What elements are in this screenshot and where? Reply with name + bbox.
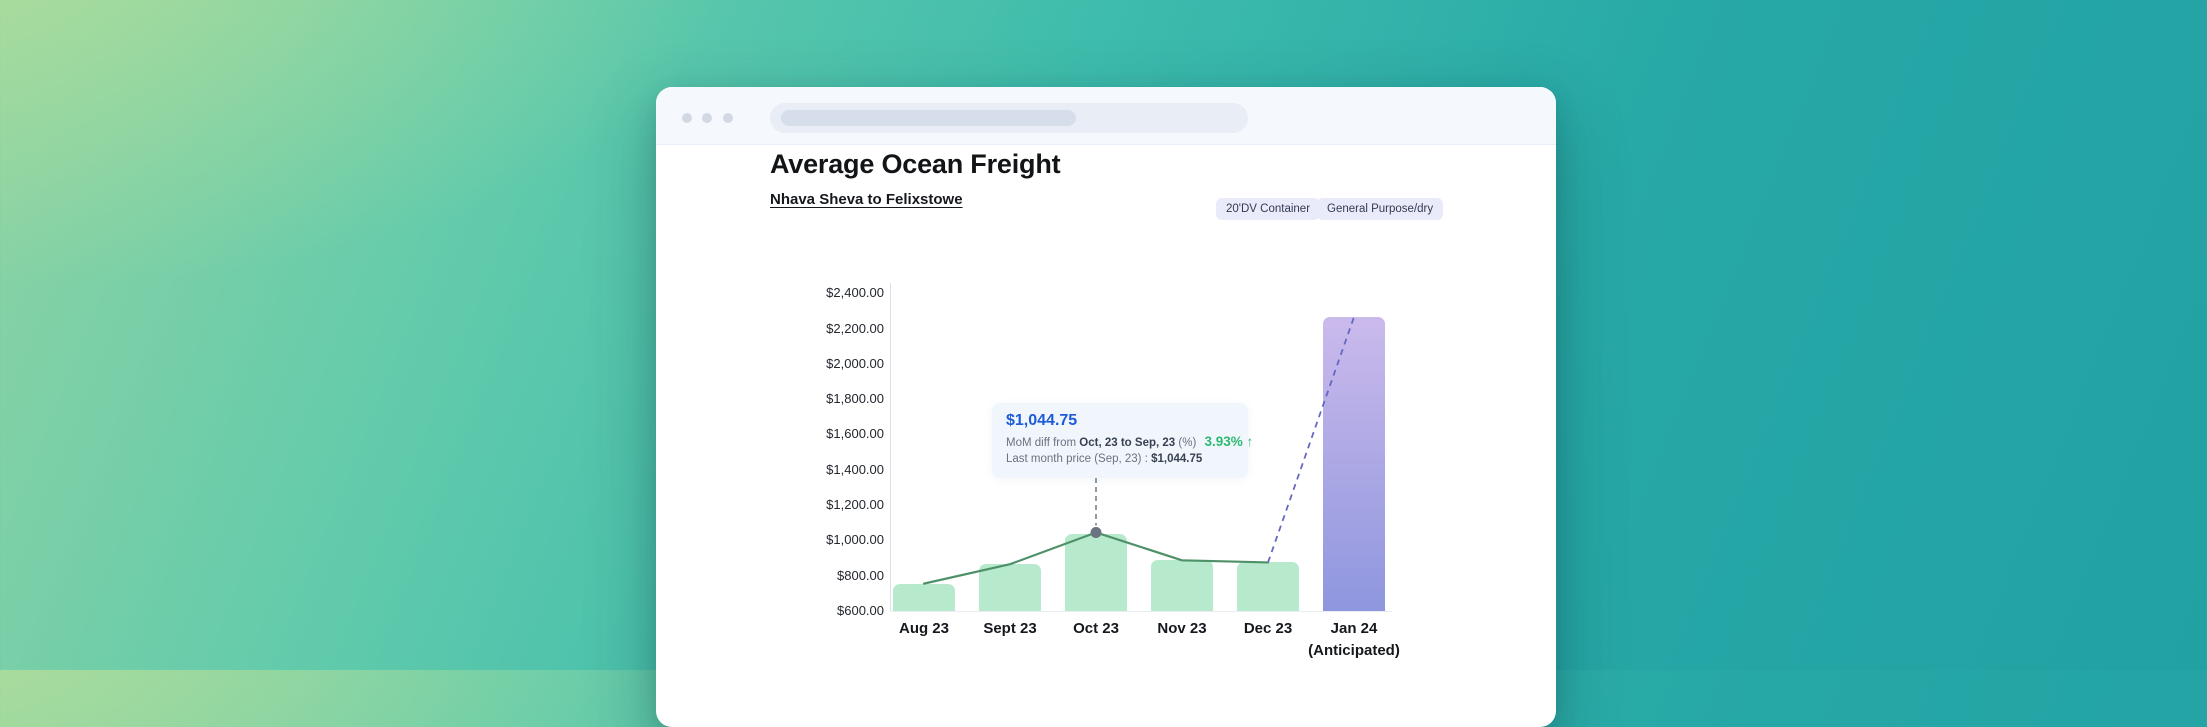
address-bar-placeholder xyxy=(781,110,1076,126)
y-axis-tick-label: $1,800.00 xyxy=(826,391,884,407)
browser-chrome-bar xyxy=(656,87,1556,145)
cargo-type-badge[interactable]: General Purpose/dry xyxy=(1317,198,1444,220)
x-axis-tick-label: Jan 24 (Anticipated) xyxy=(1294,618,1414,662)
y-axis-line xyxy=(890,283,891,611)
y-axis-tick-label: $1,200.00 xyxy=(826,497,884,513)
y-axis-tick-label: $1,600.00 xyxy=(826,426,884,442)
bar[interactable] xyxy=(1151,560,1213,611)
address-bar[interactable] xyxy=(770,103,1248,133)
x-axis-tick-label: Oct 23 xyxy=(1073,620,1119,637)
y-axis-tick-label: $1,400.00 xyxy=(826,461,884,477)
route-link[interactable]: Nhava Sheva to Felixstowe xyxy=(770,191,963,208)
bar[interactable] xyxy=(893,583,955,611)
bar[interactable] xyxy=(1065,533,1127,611)
bar[interactable] xyxy=(979,564,1041,611)
bar[interactable] xyxy=(1237,562,1299,611)
window-control-maximize-icon[interactable] xyxy=(723,113,733,123)
window-control-close-icon[interactable] xyxy=(682,113,692,123)
browser-window: Average Ocean Freight Nhava Sheva to Fel… xyxy=(656,87,1556,727)
bar-anticipated[interactable] xyxy=(1323,317,1385,611)
x-axis-tick-label: Nov 23 xyxy=(1157,620,1207,637)
container-type-badge[interactable]: 20'DV Container xyxy=(1216,198,1321,220)
x-axis-tick-label: Dec 23 xyxy=(1243,620,1293,637)
page-title: Average Ocean Freight xyxy=(770,149,1061,179)
gradient-background: { "header": { "title": "Average Ocean Fr… xyxy=(0,0,2207,670)
chart-tooltip: $1,044.75 MoM diff from Oct, 23 to Sep, … xyxy=(992,403,1254,478)
up-arrow-icon: ↑ xyxy=(1246,434,1254,449)
y-axis-tick-label: $1,000.00 xyxy=(826,532,884,548)
tooltip-last-month-row: Last month price (Sep, 23) : $1,044.75 xyxy=(1006,453,1203,465)
tooltip-mom-row: MoM diff from Oct, 23 to Sep, 23 (%) 3.9… xyxy=(1006,434,1254,449)
y-axis-tick-label: $800.00 xyxy=(837,567,884,583)
y-axis-tick-label: $600.00 xyxy=(837,603,884,618)
y-axis-tick-label: $2,000.00 xyxy=(826,355,884,371)
window-control-minimize-icon[interactable] xyxy=(702,113,712,123)
x-axis-tick-label: Sept 23 xyxy=(983,620,1037,637)
y-axis-tick-label: $2,200.00 xyxy=(826,320,884,336)
tooltip-percent-change: 3.93% ↑ xyxy=(1204,434,1254,449)
x-axis-tick-note: (Anticipated) xyxy=(1308,642,1400,659)
x-axis-baseline xyxy=(890,611,1392,612)
y-axis-tick-label: $2,400.00 xyxy=(826,285,884,301)
tooltip-price: $1,044.75 xyxy=(1006,412,1078,429)
x-axis-tick-label: Aug 23 xyxy=(898,620,949,637)
